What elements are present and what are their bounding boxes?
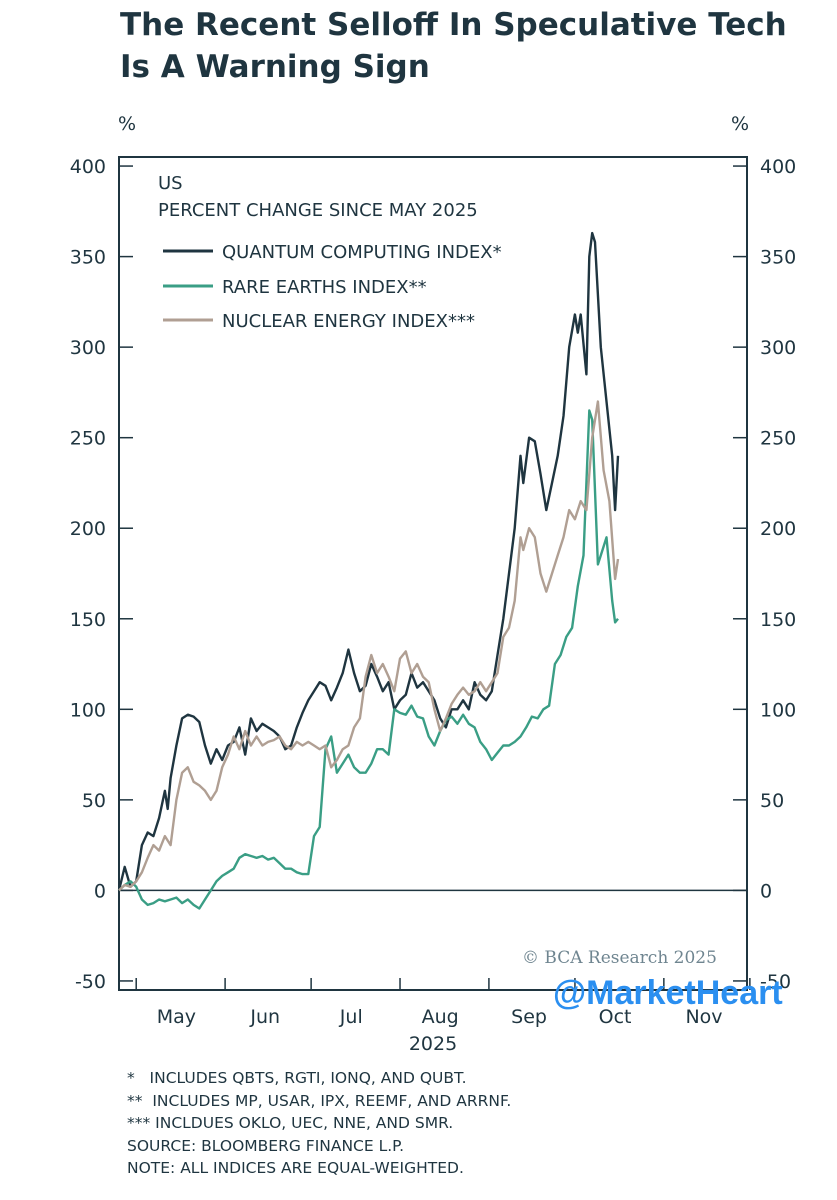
axis-layer: -50 -50 0 0 50 50 100 100 150 150 200 200 250 250 300 3… [70, 156, 797, 1028]
y-tick-label-right: 0 [760, 880, 772, 902]
y-tick-label-left: 100 [70, 699, 106, 721]
y-tick-label-right: 100 [760, 699, 796, 721]
panel-sublabel: PERCENT CHANGE SINCE MAY 2025 [158, 200, 478, 221]
y-tick-label-right: 200 [760, 518, 796, 540]
y-tick-label-left: 300 [70, 337, 106, 359]
y-tick-label-left: 250 [70, 428, 106, 450]
y-tick-label-right: 400 [760, 156, 796, 178]
legend: QUANTUM COMPUTING INDEX* RARE EARTHS IND… [163, 242, 502, 332]
y-tick-label-left: 150 [70, 609, 106, 631]
chart-title-line-1: The Recent Selloff In Speculative Tech [120, 7, 787, 43]
x-tick-label: May [157, 1006, 196, 1028]
y-tick-label-left: 200 [70, 518, 106, 540]
x-tick-label: Jun [249, 1006, 280, 1028]
footnotes: * INCLUDES QBTS, RGTI, IONQ, AND QUBT. *… [127, 1067, 511, 1180]
footnote-3: *** INCLDUES OKLO, UEC, NNE, AND SMR. [127, 1114, 454, 1132]
y-tick-label-right: 50 [760, 790, 784, 812]
chart-title-line-2: Is A Warning Sign [120, 49, 430, 85]
right-unit-label: % [731, 113, 749, 135]
legend-label-quantum: QUANTUM COMPUTING INDEX* [222, 242, 502, 263]
x-tick-label: Oct [599, 1006, 632, 1028]
series-line-1 [118, 409, 619, 910]
y-tick-label-right: 250 [760, 428, 796, 450]
x-tick-label: Aug [422, 1006, 459, 1028]
legend-label-rare-earths: RARE EARTHS INDEX** [222, 277, 427, 298]
x-tick-label: Sep [511, 1006, 547, 1028]
marketheart-handle: @MarketHeart [553, 974, 783, 1012]
y-tick-label-left: 50 [82, 790, 106, 812]
x-tick-label: Jul [339, 1006, 363, 1028]
legend-label-nuclear: NUCLEAR ENERGY INDEX*** [222, 311, 475, 332]
y-tick-label-right: 300 [760, 337, 796, 359]
y-tick-label-right: -50 [760, 971, 791, 993]
line-chart: -50 -50 0 0 50 50 100 100 150 150 200 200 250 250 300 3… [70, 113, 797, 1055]
x-axis-year-label: 2025 [409, 1033, 457, 1055]
series-line-2 [118, 400, 620, 892]
y-tick-label-left: 400 [70, 156, 106, 178]
series-line-0 [117, 231, 620, 891]
left-unit-label: % [118, 113, 136, 135]
x-tick-label: Nov [685, 1006, 722, 1028]
plot-frame [118, 156, 748, 991]
footnote-2: ** INCLUDES MP, USAR, IPX, REEMF, AND AR… [127, 1091, 512, 1110]
y-tick-label-left: -50 [75, 971, 106, 993]
y-tick-label-left: 0 [94, 880, 106, 902]
chart-title: The Recent Selloff In Speculative Tech I… [120, 4, 820, 88]
series-layer [117, 231, 620, 910]
y-tick-label-left: 350 [70, 247, 106, 269]
y-tick-label-right: 150 [760, 609, 796, 631]
panel-label: US [158, 173, 183, 194]
footnote-note: NOTE: ALL INDICES ARE EQUAL-WEIGHTED. [127, 1159, 464, 1177]
footnote-1: * INCLUDES QBTS, RGTI, IONQ, AND QUBT. [127, 1069, 467, 1087]
copyright-watermark: © BCA Research 2025 [522, 948, 717, 968]
footnote-source: SOURCE: BLOOMBERG FINANCE L.P. [127, 1136, 405, 1155]
y-tick-label-right: 350 [760, 247, 796, 269]
